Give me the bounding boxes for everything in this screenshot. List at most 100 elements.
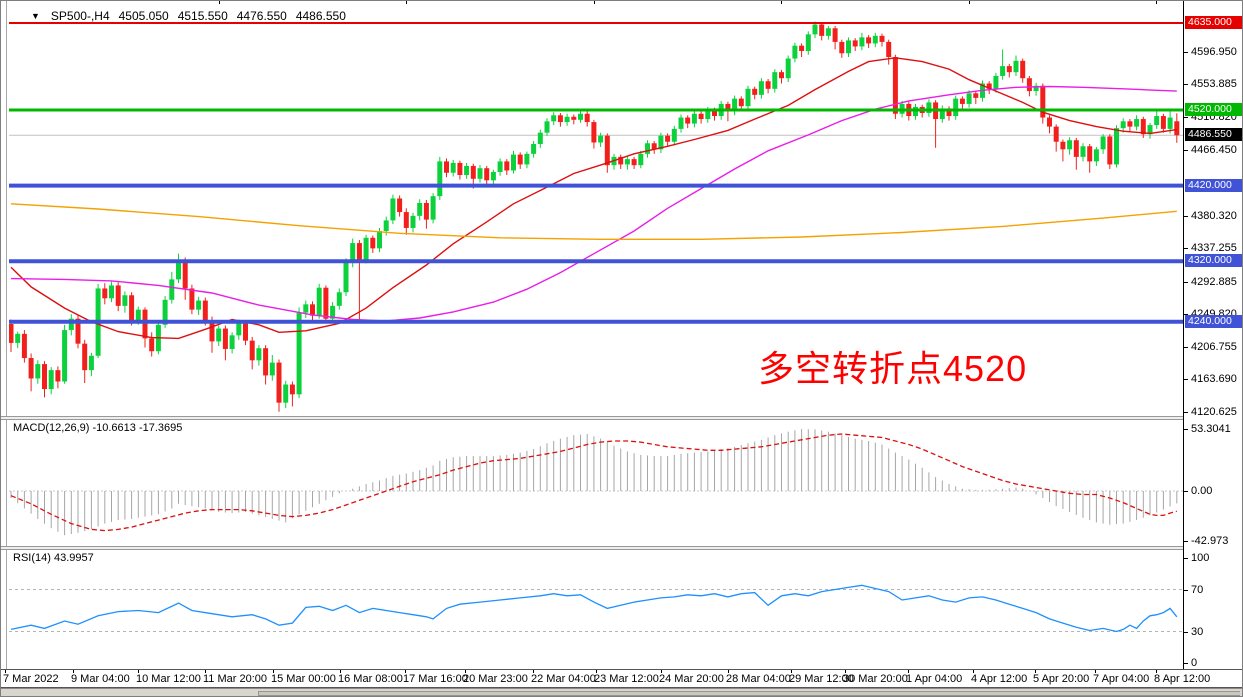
chart-title-overlay: ▼ SP500-,H4 4505.050 4515.550 4476.550 4…: [31, 9, 346, 23]
time-axis-label: 22 Mar 04:00: [531, 673, 596, 685]
candle: [363, 237, 369, 260]
candle: [517, 154, 523, 165]
rsi-panel[interactable]: RSI(14) 43.9957: [9, 550, 1183, 669]
candle: [343, 262, 349, 293]
time-axis[interactable]: 7 Mar 2022 9 Mar 04:00 10 Mar 12:00 11 Mar …: [1, 670, 1242, 687]
candle: [832, 28, 838, 42]
time-axis-label: 5 Apr 20:00: [1033, 673, 1090, 685]
candle: [1073, 140, 1079, 157]
candle: [276, 362, 282, 403]
candle: [1100, 136, 1106, 150]
time-axis-tick: [661, 670, 662, 673]
rsi-axis-tick: [1184, 589, 1188, 591]
candle: [1053, 126, 1059, 142]
candle: [122, 295, 128, 306]
candle: [1114, 128, 1119, 165]
candle: [953, 98, 959, 117]
candle: [839, 41, 845, 54]
candles-layer: [9, 21, 1180, 412]
candle: [1147, 125, 1153, 135]
candle: [551, 115, 557, 122]
candle: [511, 154, 516, 171]
macd-panel[interactable]: MACD(12,26,9) -10.6613 -17.3695: [9, 420, 1183, 546]
candle: [142, 309, 148, 339]
candle: [350, 243, 356, 263]
candle: [42, 364, 47, 390]
price-axis-label: 4163.690: [1191, 373, 1237, 386]
time-axis-label: 30 Mar 20:00: [843, 673, 908, 685]
candle: [162, 299, 168, 325]
price-axis-tick: [1184, 346, 1188, 348]
candle: [75, 318, 81, 344]
candle: [21, 333, 27, 359]
candle: [457, 162, 463, 176]
horizontal-scrollbar[interactable]: [1, 688, 1242, 696]
candle: [732, 98, 738, 112]
candle: [296, 312, 302, 395]
time-axis-label: 20 Mar 23:00: [463, 673, 528, 685]
ohlc-low: 4476.550: [236, 9, 287, 23]
candle: [705, 109, 711, 120]
time-axis-label: 7 Mar 2022: [3, 673, 59, 685]
macd-axis-label: -42.973: [1191, 534, 1229, 547]
candle: [785, 58, 791, 79]
candle: [1140, 119, 1146, 135]
ohlc-close: 4486.550: [295, 9, 346, 23]
candle: [557, 115, 563, 123]
candle: [1160, 116, 1166, 129]
candle: [1107, 136, 1113, 165]
candle: [182, 260, 188, 289]
price-axis-label: 4206.755: [1191, 340, 1237, 353]
price-axis-label: 4337.255: [1191, 242, 1237, 255]
price-axis-tick: [1184, 116, 1188, 118]
rsi-canvas[interactable]: [9, 550, 1183, 669]
candle: [303, 304, 309, 313]
candle: [1006, 66, 1012, 73]
time-axis-label: 23 Mar 12:00: [594, 673, 659, 685]
time-axis-label: 4 Apr 12:00: [971, 673, 1028, 685]
macd-canvas[interactable]: [9, 420, 1183, 546]
candle: [370, 237, 376, 249]
ruler-tick: [969, 1, 970, 4]
candle: [88, 355, 94, 371]
price-badge-4320.000: 4320.000: [1185, 254, 1242, 268]
rsi-line: [10, 584, 1178, 633]
price-axis-tick: [1184, 412, 1188, 414]
candle: [323, 287, 329, 319]
collapse-arrow-icon[interactable]: ▼: [31, 11, 40, 21]
candle: [249, 340, 255, 361]
candle: [9, 324, 14, 343]
time-axis-tick: [5, 670, 6, 673]
price-badge-4240.000: 4240.000: [1185, 314, 1242, 328]
candle: [1033, 85, 1039, 92]
macd-axis-tick: [1184, 491, 1188, 492]
candle: [437, 161, 443, 197]
candle: [484, 168, 490, 181]
candle: [584, 113, 590, 123]
scrollbar-track[interactable]: [258, 691, 1240, 696]
panel-splitter-macd[interactable]: [1, 416, 1242, 420]
rsi-axis-label: 30: [1191, 625, 1204, 638]
time-axis-tick: [205, 670, 206, 673]
time-axis-label: 17 Mar 16:00: [403, 673, 468, 685]
time-axis-label: 15 Mar 00:00: [271, 673, 336, 685]
panel-splitter-rsi[interactable]: [1, 546, 1242, 550]
candle: [665, 135, 671, 142]
candle: [102, 288, 108, 299]
time-axis-label: 28 Mar 04:00: [726, 673, 791, 685]
price-axis-label: 4380.320: [1191, 209, 1237, 222]
candle: [68, 318, 74, 331]
candle: [926, 102, 932, 113]
candle: [986, 83, 992, 89]
price-chart-canvas[interactable]: [9, 9, 1183, 416]
price-axis[interactable]: 4596.950 4553.885 4510.820 4466.450 4380.320…: [1183, 1, 1242, 669]
candle: [236, 323, 242, 336]
ohlc-open: 4505.050: [118, 9, 169, 23]
candle: [269, 362, 275, 376]
main-chart-panel[interactable]: 多空转折点4520: [9, 9, 1183, 416]
candle: [738, 98, 744, 107]
time-axis-tick: [791, 670, 792, 673]
price-badge-4420.000: 4420.000: [1185, 178, 1242, 192]
candle: [765, 81, 771, 89]
price-axis-tick: [1184, 215, 1188, 217]
